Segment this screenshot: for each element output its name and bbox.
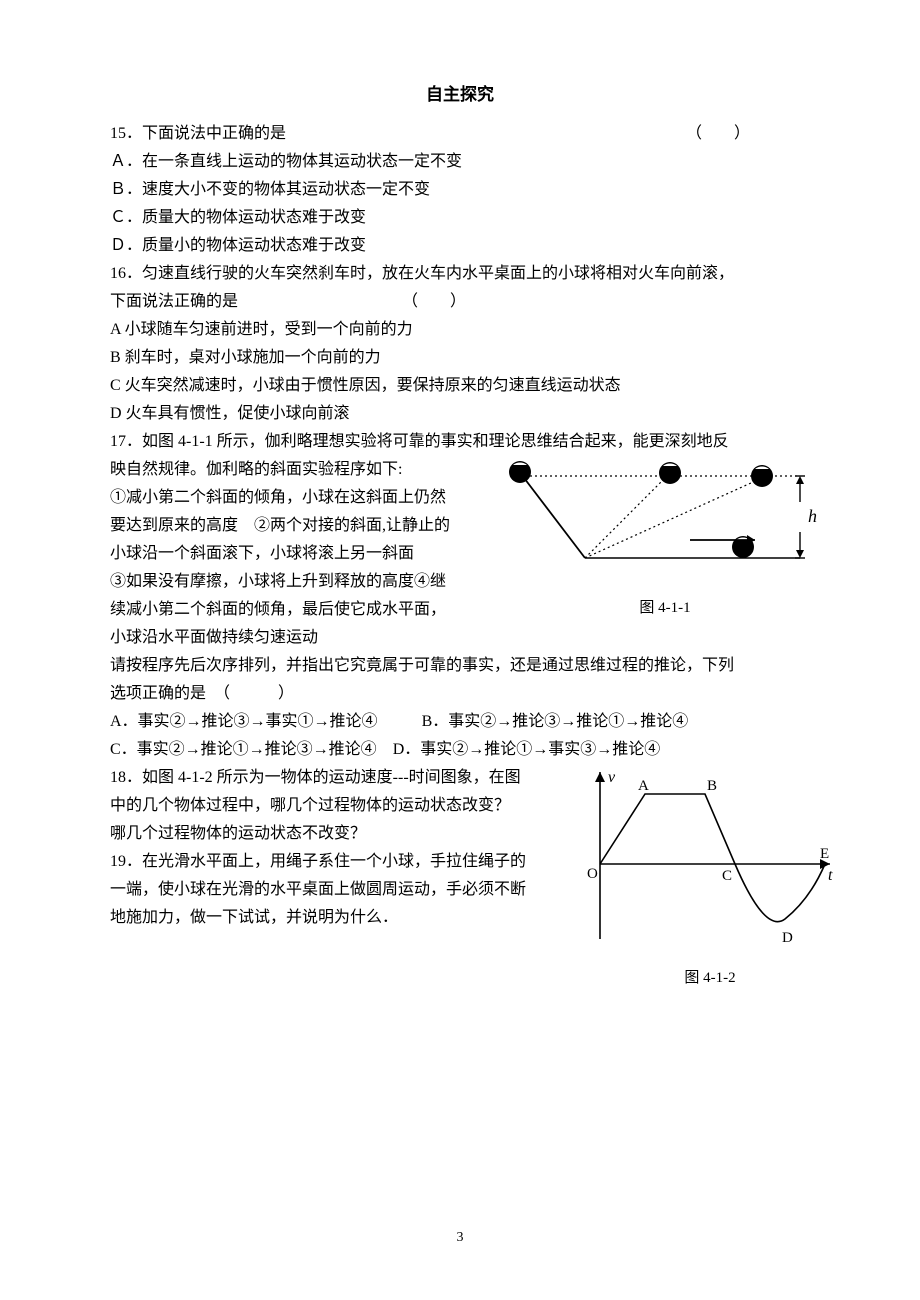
q15-optD: Ｄ．质量小的物体运动状态难于改变 <box>110 232 810 260</box>
q17-optB: B．事实②→推论③→推论①→推论④ <box>422 713 689 730</box>
pt-A: A <box>638 778 649 794</box>
q16-stem-l2-text: 下面说法正确的是 <box>110 293 238 310</box>
q16-stem-l1: 16．匀速直线行驶的火车突然刹车时，放在火车内水平桌面上的小球将相对火车向前滚， <box>110 260 810 288</box>
q17-block: 17．如图 4-1-1 所示，伽利略理想实验将可靠的事实和理论思维结合起来，能更… <box>110 428 810 652</box>
q18-l3: 哪几个过程物体的运动状态不改变？ <box>110 820 560 848</box>
q17-p5: 续减小第二个斜面的倾角，最后使它成水平面， <box>110 596 470 624</box>
galileo-incline-diagram: h <box>500 458 830 583</box>
q15-paren: （ ） <box>686 120 750 148</box>
h-label: h <box>808 506 817 526</box>
q15-optA: Ａ．在一条直线上运动的物体其运动状态一定不变 <box>110 148 810 176</box>
pt-C: C <box>722 868 732 884</box>
pt-B: B <box>707 778 717 794</box>
figure-4-1-2-caption: 图 4-1-2 <box>580 965 840 991</box>
q16-stem-l2: 下面说法正确的是 （ ） <box>110 288 810 316</box>
q18-l1: 18．如图 4-1-2 所示为一物体的运动速度---时间图象，在图 <box>110 764 560 792</box>
q19-l2: 一端，使小球在光滑的水平桌面上做圆周运动，手必须不断 <box>110 876 560 904</box>
q19-l3: 地施加力，做一下试试，并说明为什么． <box>110 904 560 932</box>
q18-l2: 中的几个物体过程中，哪几个过程物体的运动状态改变？ <box>110 792 560 820</box>
q17-optC: C．事实②→推论①→推论③→推论④ <box>110 741 377 758</box>
section-title: 自主探究 <box>110 80 810 110</box>
v-t-graph: v t O A B C D E <box>580 764 840 949</box>
page-number: 3 <box>0 1226 920 1251</box>
q15-stem: 15．下面说法中正确的是 （ ） <box>110 120 810 148</box>
figure-4-1-1: h 图 4-1-1 <box>500 458 830 621</box>
q17-ask-l1: 请按程序先后次序排列，并指出它究竟属于可靠的事实，还是通过思维过程的推论，下列 <box>110 652 810 680</box>
q17-optA: A．事实②→推论③→事实①→推论④ <box>110 713 378 730</box>
q18-q19-block: 18．如图 4-1-2 所示为一物体的运动速度---时间图象，在图 中的几个物体… <box>110 764 810 932</box>
pt-D: D <box>782 930 793 946</box>
pt-O: O <box>587 866 598 882</box>
q17-opts-row1: A．事实②→推论③→事实①→推论④ B．事实②→推论③→推论①→推论④ <box>110 708 810 736</box>
q17-p3: 小球沿一个斜面滚下，小球将滚上另一斜面 <box>110 540 470 568</box>
q15-optC: Ｃ．质量大的物体运动状态难于改变 <box>110 204 810 232</box>
axis-t-label: t <box>828 867 833 884</box>
q16-optB: B 刹车时，桌对小球施加一个向前的力 <box>110 344 810 372</box>
q19-l1: 19．在光滑水平面上，用绳子系住一个小球，手拉住绳子的 <box>110 848 560 876</box>
axis-v-label: v <box>608 769 616 786</box>
q17-p4: ③如果没有摩擦，小球将上升到释放的高度④继 <box>110 568 470 596</box>
pt-E: E <box>820 846 829 862</box>
figure-4-1-1-caption: 图 4-1-1 <box>500 595 830 621</box>
figure-4-1-2: v t O A B C D E 图 4-1-2 <box>580 764 840 991</box>
q17-p2: 要达到原来的高度 ②两个对接的斜面,让静止的 <box>110 512 470 540</box>
q15-stem-text: 15．下面说法中正确的是 <box>110 125 286 142</box>
q16-optD: D 火车具有惯性，促使小球向前滚 <box>110 400 810 428</box>
q16-optA: A 小球随车匀速前进时，受到一个向前的力 <box>110 316 810 344</box>
q17-ask-l2: 选项正确的是 （ ） <box>110 680 810 708</box>
q17-p6: 小球沿水平面做持续匀速运动 <box>110 624 470 652</box>
q17-stem-l1: 17．如图 4-1-1 所示，伽利略理想实验将可靠的事实和理论思维结合起来，能更… <box>110 428 810 456</box>
q17-opts-row2: C．事实②→推论①→推论③→推论④ D．事实②→推论①→事实③→推论④ <box>110 736 810 764</box>
q16-paren: （ ） <box>402 288 466 316</box>
q17-p1: ①减小第二个斜面的倾角，小球在这斜面上仍然 <box>110 484 470 512</box>
q17-optD: D．事实②→推论①→事实③→推论④ <box>393 741 661 758</box>
q16-optC: C 火车突然减速时，小球由于惯性原因，要保持原来的匀速直线运动状态 <box>110 372 810 400</box>
q15-optB: Ｂ．速度大小不变的物体其运动状态一定不变 <box>110 176 810 204</box>
